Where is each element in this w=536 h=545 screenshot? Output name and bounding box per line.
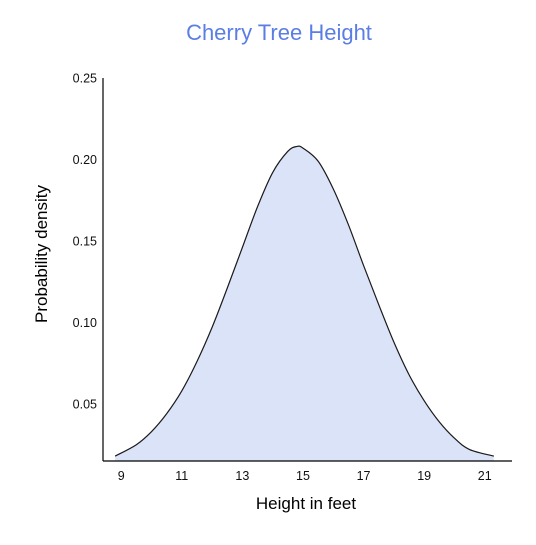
x-tick-label: 19 — [417, 469, 431, 483]
density-curve — [114, 145, 494, 457]
x-tick-label: 9 — [118, 469, 125, 483]
y-tick-label: 0.20 — [73, 153, 97, 167]
x-tick-label: 13 — [235, 469, 249, 483]
x-axis-ticks: 9 11 13 15 17 19 21 — [118, 469, 492, 483]
plot-area — [114, 145, 494, 461]
y-axis-ticks: 0.05 0.10 0.15 0.20 0.25 — [73, 72, 97, 412]
y-tick-label: 0.15 — [73, 234, 97, 248]
x-axis-label: Height in feet — [256, 494, 356, 513]
x-tick-label: 17 — [357, 469, 371, 483]
y-tick-label: 0.05 — [73, 397, 97, 411]
x-tick-label: 15 — [296, 469, 310, 483]
y-tick-label: 0.25 — [73, 72, 97, 86]
x-tick-label: 11 — [175, 469, 188, 483]
y-axis-label: Probability density — [32, 185, 51, 323]
y-tick-label: 0.10 — [73, 316, 97, 330]
x-tick-label: 21 — [478, 469, 492, 483]
density-area — [115, 146, 494, 461]
chart-title: Cherry Tree Height — [186, 20, 372, 45]
